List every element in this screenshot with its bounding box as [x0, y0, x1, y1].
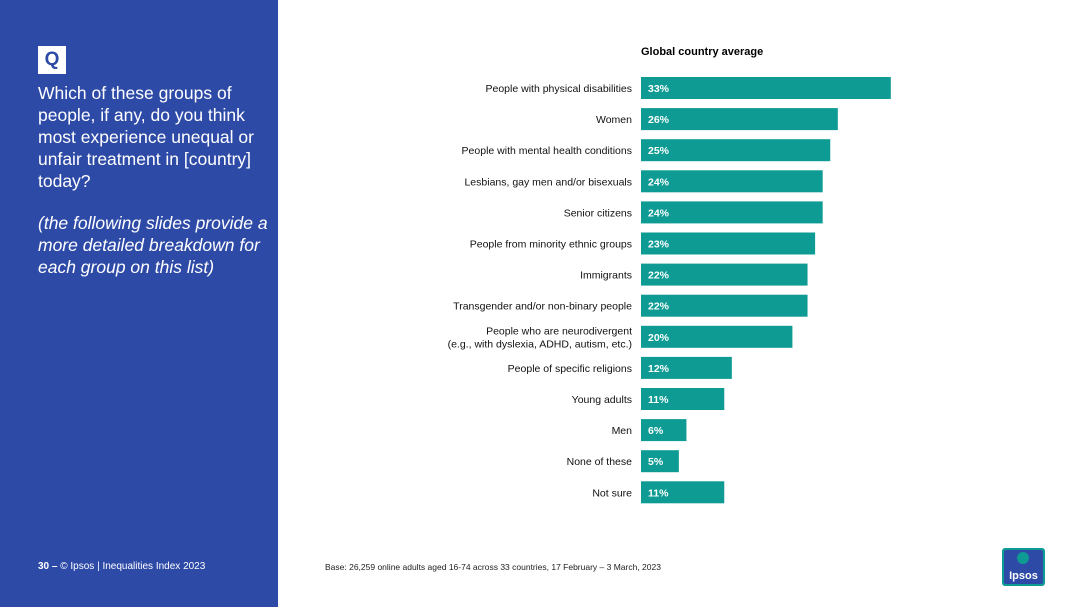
- category-label: People of specific religions: [508, 363, 632, 375]
- category-label-line: Senior citizens: [564, 207, 632, 219]
- category-label-line: Immigrants: [580, 270, 632, 282]
- category-label: Immigrants: [580, 270, 632, 282]
- category-label-line: People who are neurodivergent: [486, 325, 632, 337]
- bar-value-label: 24%: [648, 207, 670, 219]
- category-label: People who are neurodivergent (e.g., with…: [448, 325, 632, 350]
- bar-value-label: 22%: [648, 301, 670, 313]
- category-label-line: People with physical disabilities: [486, 83, 633, 95]
- category-label: People from minority ethnic groups: [470, 239, 632, 251]
- category-label-line: (e.g., with dyslexia, ADHD, autism, etc.…: [448, 338, 632, 350]
- bar-value-label: 12%: [648, 363, 670, 375]
- bar-chart: 33% People with physical disabilities 26% W…: [0, 0, 1080, 607]
- bar-value-label: 33%: [648, 83, 670, 95]
- bar-value-label: 11%: [648, 394, 669, 406]
- bar-value-label: 23%: [648, 239, 670, 251]
- logo-mark: [1017, 552, 1029, 564]
- logo-text: Ipsos: [1009, 570, 1038, 582]
- bar-value-label: 24%: [648, 176, 670, 188]
- bar-value-label: 20%: [648, 332, 670, 344]
- category-label: None of these: [567, 456, 633, 468]
- category-label: Young adults: [572, 394, 632, 406]
- category-label-line: Transgender and/or non-binary people: [453, 301, 632, 313]
- category-label: People with mental health conditions: [462, 145, 632, 157]
- category-label-line: Lesbians, gay men and/or bisexuals: [464, 176, 632, 188]
- category-label-line: None of these: [567, 456, 633, 468]
- category-label: Not sure: [592, 487, 632, 499]
- category-label-line: Women: [596, 114, 632, 126]
- category-label: Lesbians, gay men and/or bisexuals: [464, 176, 632, 188]
- category-label: People with physical disabilities: [486, 83, 633, 95]
- category-label-line: Young adults: [572, 394, 632, 406]
- bar-value-label: 25%: [648, 145, 670, 157]
- bar-value-label: 22%: [648, 270, 670, 282]
- category-label-line: People with mental health conditions: [462, 145, 632, 157]
- category-label-line: Not sure: [592, 487, 632, 499]
- bar-value-label: 6%: [648, 425, 664, 437]
- category-label-line: People from minority ethnic groups: [470, 239, 632, 251]
- bar-value-label: 26%: [648, 114, 670, 126]
- category-label: Women: [596, 114, 632, 126]
- bar-value-label: 11%: [648, 487, 669, 499]
- base-note: Base: 26,259 online adults aged 16-74 ac…: [325, 562, 661, 572]
- bar-0: [641, 77, 891, 99]
- bar-value-label: 5%: [648, 456, 664, 468]
- ipsos-logo: Ipsos: [1002, 548, 1045, 586]
- category-label-line: People of specific religions: [508, 363, 632, 375]
- bar-1: [641, 108, 838, 130]
- category-label-line: Men: [612, 425, 633, 437]
- category-label: Senior citizens: [564, 207, 632, 219]
- category-label: Transgender and/or non-binary people: [453, 301, 632, 313]
- category-label: Men: [612, 425, 633, 437]
- bar-2: [641, 139, 830, 161]
